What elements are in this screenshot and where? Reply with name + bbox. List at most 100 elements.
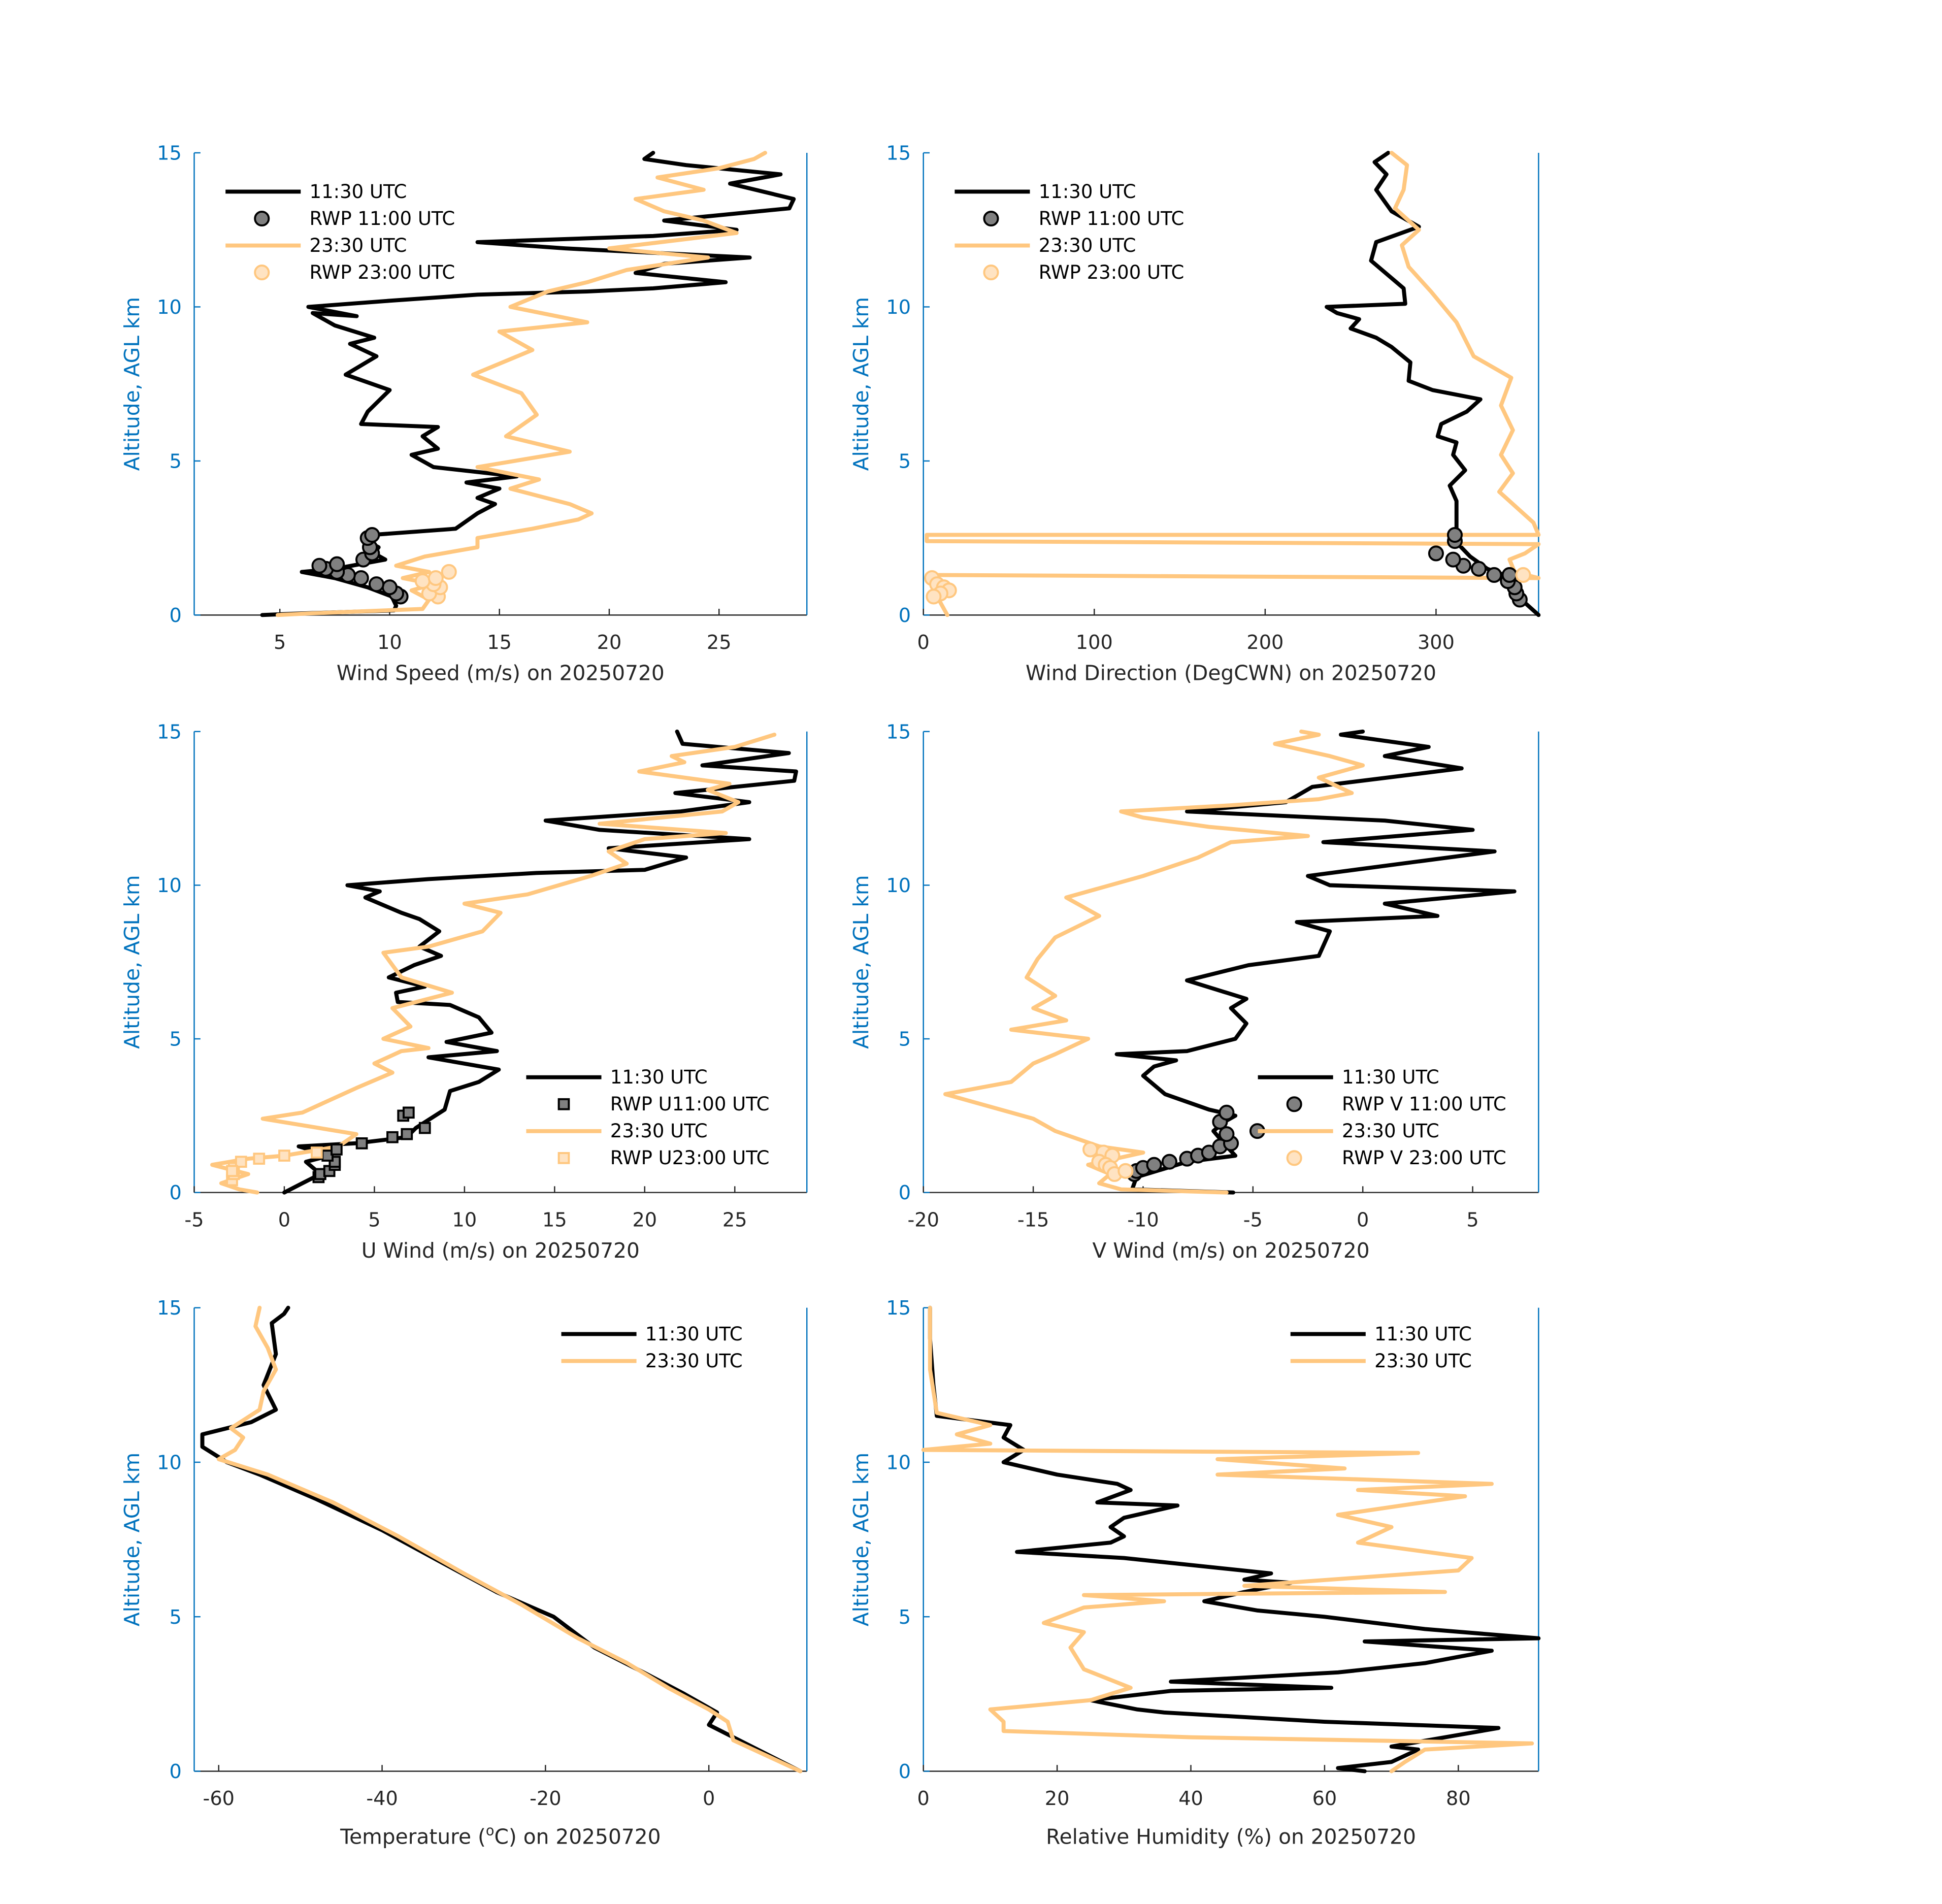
legend-marker-icon [983, 210, 999, 227]
data-point [368, 576, 385, 593]
data-point [441, 564, 457, 580]
legend-label: RWP 23:00 UTC [310, 261, 455, 283]
y-tick-label: 5 [899, 1029, 911, 1051]
legend-label: 11:30 UTC [1039, 181, 1136, 203]
legend-item: 11:30 UTC [225, 181, 407, 203]
legend-item: 11:30 UTC [526, 1066, 708, 1088]
y-axis-label: Altitude, AGL km [849, 875, 873, 1049]
legend-item: 23:30 UTC [526, 1120, 708, 1142]
data-point [1428, 545, 1444, 562]
data-point [403, 1106, 415, 1119]
y-axis-label: Altitude, AGL km [120, 875, 144, 1049]
plot-area [200, 1305, 803, 1774]
legend-label: 11:30 UTC [310, 181, 407, 203]
legend: 11:30 UTC 23:30 UTC [561, 1323, 743, 1372]
series-line-11-30-utc [260, 151, 796, 617]
y-tick-label: 15 [157, 1297, 182, 1320]
legend-label: RWP 23:00 UTC [1039, 261, 1184, 283]
data-point [1486, 567, 1502, 583]
x-tick-label: -15 [1017, 1209, 1049, 1231]
series-line-23-30-utc [216, 1305, 803, 1774]
legend-item: 23:30 UTC [225, 235, 407, 256]
y-tick-label: 15 [886, 1297, 911, 1320]
x-axis-label: Wind Direction (DegCWN) on 20250720 [1026, 661, 1436, 685]
data-point [1515, 567, 1531, 583]
x-tick-label: 0 [278, 1209, 290, 1231]
x-tick-label: 10 [452, 1209, 477, 1231]
series-line-11-30-utc [282, 729, 798, 1195]
x-tick-label: 80 [1446, 1788, 1471, 1810]
panel-temp: 0 5 10 15 -60 -40 -20 0 Altitude, AGL km Temperat… [120, 1297, 808, 1849]
legend: 11:30 UTC RWP V 11:00 UTC 23:30 UTC RWP V 2… [1258, 1066, 1506, 1169]
data-point [401, 1128, 413, 1140]
x-tick-label: -20 [530, 1788, 561, 1810]
legend-label: 23:30 UTC [1039, 235, 1136, 256]
plot-area [924, 151, 1541, 617]
y-tick-label: 5 [169, 1029, 181, 1051]
plot-area [943, 729, 1517, 1195]
x-tick-label: 200 [1246, 632, 1283, 654]
legend-label: RWP 11:00 UTC [1039, 208, 1184, 229]
legend-label: 11:30 UTC [645, 1323, 743, 1345]
x-tick-label: 20 [632, 1209, 657, 1231]
data-point [311, 1146, 323, 1159]
y-tick-label: 0 [899, 1761, 911, 1783]
legend-marker-icon [1286, 1150, 1302, 1166]
series-line-23-30-utc [943, 729, 1365, 1195]
legend-label: 11:30 UTC [1374, 1323, 1472, 1345]
legend-item: 11:30 UTC [1290, 1323, 1472, 1345]
series-line-11-30-utc [928, 1305, 1541, 1774]
legend-label: 23:30 UTC [1342, 1120, 1439, 1142]
legend-item: RWP V 11:00 UTC [1286, 1093, 1506, 1115]
x-tick-label: -5 [1243, 1209, 1263, 1231]
data-point [1117, 1163, 1134, 1179]
data-point [427, 570, 444, 586]
legend: 11:30 UTC RWP 11:00 UTC 23:30 UTC RWP 23:00… [954, 181, 1184, 283]
y-tick-label: 15 [157, 721, 182, 743]
legend-marker-icon [983, 265, 999, 281]
legend-item: RWP U23:00 UTC [557, 1147, 770, 1169]
panel-wdir: 0 5 10 15 0 100 200 300 Altitude, AGL km Wind Dir… [849, 143, 1541, 685]
data-point [1219, 1126, 1235, 1142]
x-tick-label: 25 [707, 632, 732, 654]
y-tick-label: 15 [886, 143, 911, 165]
data-point [1446, 527, 1463, 543]
data-point [1471, 561, 1487, 577]
x-axis-label: Relative Humidity (%) on 20250720 [1046, 1825, 1416, 1849]
x-tick-label: -60 [203, 1788, 235, 1810]
data-point [1161, 1154, 1177, 1170]
legend: 11:30 UTC 23:30 UTC [1290, 1323, 1472, 1372]
data-point [253, 1153, 266, 1165]
data-point [235, 1156, 247, 1168]
panel-wspd: 0 5 10 15 5 10 15 20 25 Altitude, AGL km Wind Spee… [120, 143, 808, 685]
legend-item: 11:30 UTC [561, 1323, 743, 1345]
legend-item: 23:30 UTC [561, 1350, 743, 1372]
y-tick-label: 15 [157, 143, 182, 165]
y-tick-label: 0 [169, 1761, 181, 1783]
y-tick-label: 10 [886, 297, 911, 319]
y-axis-label: Altitude, AGL km [120, 1453, 144, 1626]
legend-marker-icon [557, 1152, 570, 1164]
y-tick-label: 10 [886, 875, 911, 897]
legend: 11:30 UTC RWP U11:00 UTC 23:30 UTC RWP U23:… [526, 1066, 770, 1169]
legend-item: 23:30 UTC [954, 235, 1136, 256]
panel-vwind: 0 5 10 15 -20 -15 -10 -5 0 5 Altitude, AGL km V Win… [849, 721, 1539, 1263]
x-tick-label: 0 [703, 1788, 715, 1810]
data-point [1501, 567, 1518, 583]
series-line-23-30-utc [921, 1305, 1534, 1774]
y-axis-label: Altitude, AGL km [849, 297, 873, 471]
data-point [353, 570, 369, 586]
data-point [386, 1131, 399, 1143]
y-tick-label: 10 [157, 1452, 182, 1474]
data-point [418, 1122, 431, 1134]
legend-label: 11:30 UTC [610, 1066, 708, 1088]
x-tick-label: -40 [366, 1788, 398, 1810]
x-tick-label: 5 [274, 632, 286, 654]
x-tick-label: 0 [917, 1788, 930, 1810]
x-tick-label: -5 [184, 1209, 204, 1231]
x-tick-label: 5 [368, 1209, 380, 1231]
legend: 11:30 UTC RWP 11:00 UTC 23:30 UTC RWP 23:00… [225, 181, 455, 283]
legend-label: 23:30 UTC [645, 1350, 743, 1372]
